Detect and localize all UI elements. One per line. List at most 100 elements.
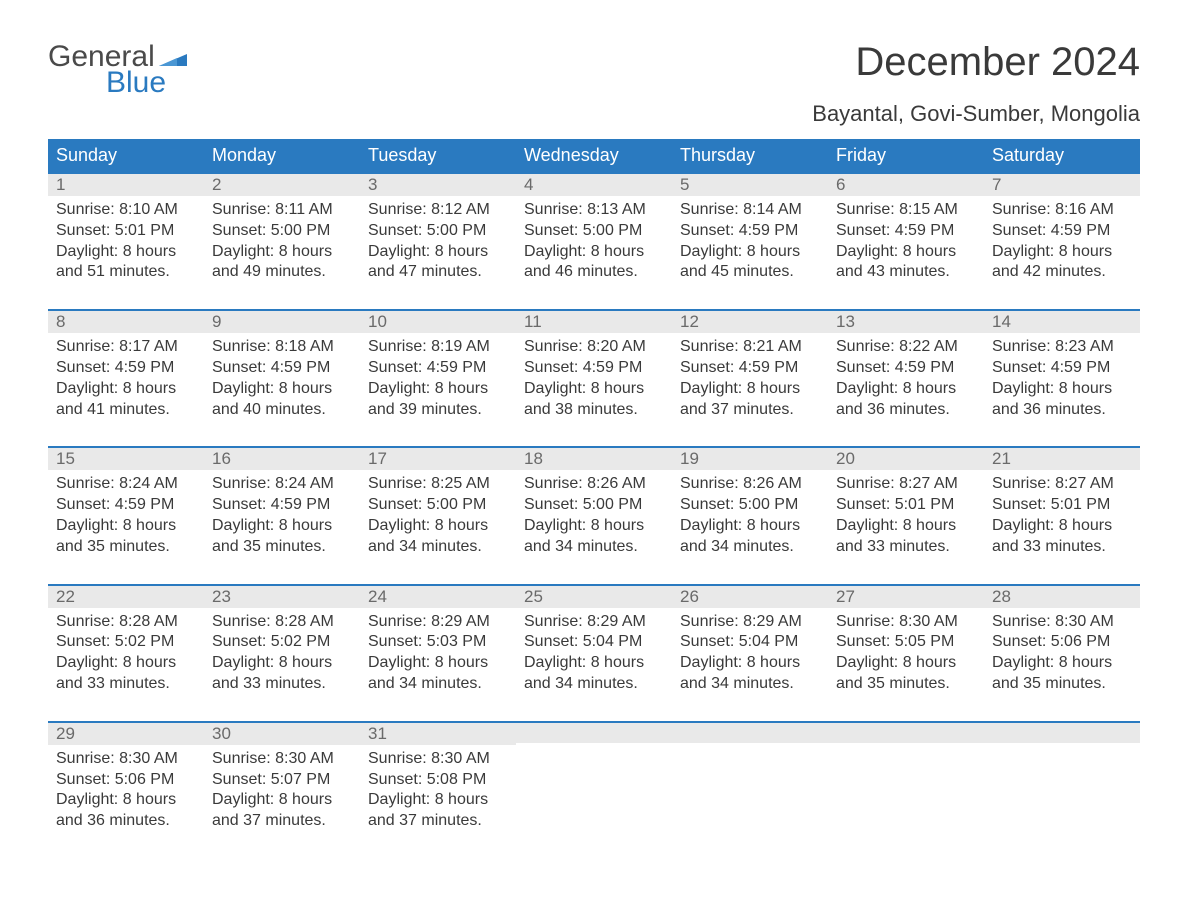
day-cell: 17Sunrise: 8:25 AMSunset: 5:00 PMDayligh… bbox=[360, 448, 516, 583]
sunrise: Sunrise: 8:15 AM bbox=[836, 200, 976, 221]
day-number: 7 bbox=[992, 175, 1001, 194]
day-cell: 15 Sunrise: 8:24 AMSunset: 4:59 PMDayligh… bbox=[48, 448, 204, 583]
sunrise: Sunrise: 8:18 AM bbox=[212, 337, 352, 358]
day-info: Sunrise: 8:19 AMSunset: 4:59 PMDaylight:… bbox=[368, 337, 508, 420]
day-info: Sunrise: 8:29 AMSunset: 5:04 PMDaylight:… bbox=[680, 612, 820, 695]
day-cell: 31Sunrise: 8:30 AMSunset: 5:08 PMDayligh… bbox=[360, 723, 516, 858]
location: Bayantal, Govi-Sumber, Mongolia bbox=[812, 101, 1140, 127]
day-cell: 22Sunrise: 8:28 AMSunset: 5:02 PMDayligh… bbox=[48, 586, 204, 721]
daylight: Daylight: 8 hours and 35 minutes. bbox=[212, 516, 352, 558]
daylight: Daylight: 8 hours and 38 minutes. bbox=[524, 379, 664, 421]
day-cell: 20Sunrise: 8:27 AMSunset: 5:01 PMDayligh… bbox=[828, 448, 984, 583]
daylight: Daylight: 8 hours and 33 minutes. bbox=[56, 653, 196, 695]
day-cell: 16 Sunrise: 8:24 AMSunset: 4:59 PMDayligh… bbox=[204, 448, 360, 583]
day-header: Thursday bbox=[672, 139, 828, 172]
daylight: Daylight: 8 hours and 35 minutes. bbox=[992, 653, 1132, 695]
sunset: Sunset: 5:06 PM bbox=[56, 770, 196, 791]
sunrise: Sunrise: 8:21 AM bbox=[680, 337, 820, 358]
day-number: 3 bbox=[368, 175, 377, 194]
day-cell: 12Sunrise: 8:21 AMSunset: 4:59 PMDayligh… bbox=[672, 311, 828, 446]
day-header: Wednesday bbox=[516, 139, 672, 172]
day-cell: 30Sunrise: 8:30 AMSunset: 5:07 PMDayligh… bbox=[204, 723, 360, 858]
sunset: Sunset: 5:01 PM bbox=[836, 495, 976, 516]
daylight: Daylight: 8 hours and 37 minutes. bbox=[680, 379, 820, 421]
sunrise: Sunrise: 8:27 AM bbox=[992, 474, 1132, 495]
day-cell: 11Sunrise: 8:20 AMSunset: 4:59 PMDayligh… bbox=[516, 311, 672, 446]
day-cell: 7Sunrise: 8:16 AMSunset: 4:59 PMDaylight… bbox=[984, 174, 1140, 309]
sunset: Sunset: 5:01 PM bbox=[56, 221, 196, 242]
day-cell: 19Sunrise: 8:26 AMSunset: 5:00 PMDayligh… bbox=[672, 448, 828, 583]
sunrise: Sunrise: 8:10 AM bbox=[56, 200, 196, 221]
day-number: 21 bbox=[992, 449, 1011, 468]
day-info: Sunrise: 8:30 AMSunset: 5:06 PMDaylight:… bbox=[56, 749, 196, 832]
day-number: 28 bbox=[992, 587, 1011, 606]
week-row: 15 Sunrise: 8:24 AMSunset: 4:59 PMDayligh… bbox=[48, 446, 1140, 583]
sunrise: Sunrise: 8:28 AM bbox=[56, 612, 196, 633]
sunrise: Sunrise: 8:17 AM bbox=[56, 337, 196, 358]
daylight: Daylight: 8 hours and 40 minutes. bbox=[212, 379, 352, 421]
sunset: Sunset: 4:59 PM bbox=[836, 221, 976, 242]
day-number: 1 bbox=[56, 175, 65, 194]
day-number: 4 bbox=[524, 175, 533, 194]
day-cell: 3Sunrise: 8:12 AMSunset: 5:00 PMDaylight… bbox=[360, 174, 516, 309]
day-header: Sunday bbox=[48, 139, 204, 172]
daylight: Daylight: 8 hours and 45 minutes. bbox=[680, 242, 820, 284]
day-number: 18 bbox=[524, 449, 543, 468]
week-row: 22Sunrise: 8:28 AMSunset: 5:02 PMDayligh… bbox=[48, 584, 1140, 721]
calendar: SundayMondayTuesdayWednesdayThursdayFrid… bbox=[48, 139, 1140, 858]
day-info: Sunrise: 8:24 AMSunset: 4:59 PMDaylight:… bbox=[56, 474, 196, 557]
day-cell bbox=[828, 723, 984, 858]
sunrise: Sunrise: 8:24 AM bbox=[56, 474, 196, 495]
daylight: Daylight: 8 hours and 36 minutes. bbox=[992, 379, 1132, 421]
week-row: 29Sunrise: 8:30 AMSunset: 5:06 PMDayligh… bbox=[48, 721, 1140, 858]
daylight: Daylight: 8 hours and 39 minutes. bbox=[368, 379, 508, 421]
sunset: Sunset: 5:01 PM bbox=[992, 495, 1132, 516]
sunrise: Sunrise: 8:27 AM bbox=[836, 474, 976, 495]
day-number: 9 bbox=[212, 312, 221, 331]
day-headers: SundayMondayTuesdayWednesdayThursdayFrid… bbox=[48, 139, 1140, 172]
day-number: 14 bbox=[992, 312, 1011, 331]
sunrise: Sunrise: 8:30 AM bbox=[212, 749, 352, 770]
sunset: Sunset: 5:04 PM bbox=[524, 632, 664, 653]
week-row: 8Sunrise: 8:17 AMSunset: 4:59 PMDaylight… bbox=[48, 309, 1140, 446]
day-info: Sunrise: 8:20 AMSunset: 4:59 PMDaylight:… bbox=[524, 337, 664, 420]
sunset: Sunset: 4:59 PM bbox=[680, 358, 820, 379]
daylight: Daylight: 8 hours and 36 minutes. bbox=[56, 790, 196, 832]
sunrise: Sunrise: 8:29 AM bbox=[368, 612, 508, 633]
day-number: 16 bbox=[212, 449, 231, 468]
sunset: Sunset: 4:59 PM bbox=[992, 221, 1132, 242]
sunset: Sunset: 5:05 PM bbox=[836, 632, 976, 653]
day-number: 24 bbox=[368, 587, 387, 606]
day-info: Sunrise: 8:30 AMSunset: 5:05 PMDaylight:… bbox=[836, 612, 976, 695]
daylight: Daylight: 8 hours and 34 minutes. bbox=[368, 653, 508, 695]
day-info: Sunrise: 8:13 AMSunset: 5:00 PMDaylight:… bbox=[524, 200, 664, 283]
sunset: Sunset: 5:00 PM bbox=[680, 495, 820, 516]
day-number: 17 bbox=[368, 449, 387, 468]
day-cell bbox=[672, 723, 828, 858]
day-number: 6 bbox=[836, 175, 845, 194]
sunrise: Sunrise: 8:30 AM bbox=[368, 749, 508, 770]
day-number: 23 bbox=[212, 587, 231, 606]
day-number: 20 bbox=[836, 449, 855, 468]
daylight: Daylight: 8 hours and 41 minutes. bbox=[56, 379, 196, 421]
sunset: Sunset: 5:02 PM bbox=[212, 632, 352, 653]
day-info: Sunrise: 8:14 AMSunset: 4:59 PMDaylight:… bbox=[680, 200, 820, 283]
day-info: Sunrise: 8:22 AMSunset: 4:59 PMDaylight:… bbox=[836, 337, 976, 420]
day-cell: 25Sunrise: 8:29 AMSunset: 5:04 PMDayligh… bbox=[516, 586, 672, 721]
day-cell: 29Sunrise: 8:30 AMSunset: 5:06 PMDayligh… bbox=[48, 723, 204, 858]
day-header: Saturday bbox=[984, 139, 1140, 172]
day-info: Sunrise: 8:30 AMSunset: 5:06 PMDaylight:… bbox=[992, 612, 1132, 695]
day-number: 25 bbox=[524, 587, 543, 606]
daylight: Daylight: 8 hours and 51 minutes. bbox=[56, 242, 196, 284]
sunrise: Sunrise: 8:26 AM bbox=[524, 474, 664, 495]
day-info: Sunrise: 8:24 AMSunset: 4:59 PMDaylight:… bbox=[212, 474, 352, 557]
sunset: Sunset: 5:03 PM bbox=[368, 632, 508, 653]
day-info: Sunrise: 8:28 AMSunset: 5:02 PMDaylight:… bbox=[212, 612, 352, 695]
day-number: 15 bbox=[56, 449, 75, 468]
day-info: Sunrise: 8:17 AMSunset: 4:59 PMDaylight:… bbox=[56, 337, 196, 420]
sunset: Sunset: 4:59 PM bbox=[56, 358, 196, 379]
day-cell: 1 Sunrise: 8:10 AMSunset: 5:01 PMDaylight… bbox=[48, 174, 204, 309]
day-number: 13 bbox=[836, 312, 855, 331]
logo: General Blue bbox=[48, 40, 187, 100]
day-number: 22 bbox=[56, 587, 75, 606]
